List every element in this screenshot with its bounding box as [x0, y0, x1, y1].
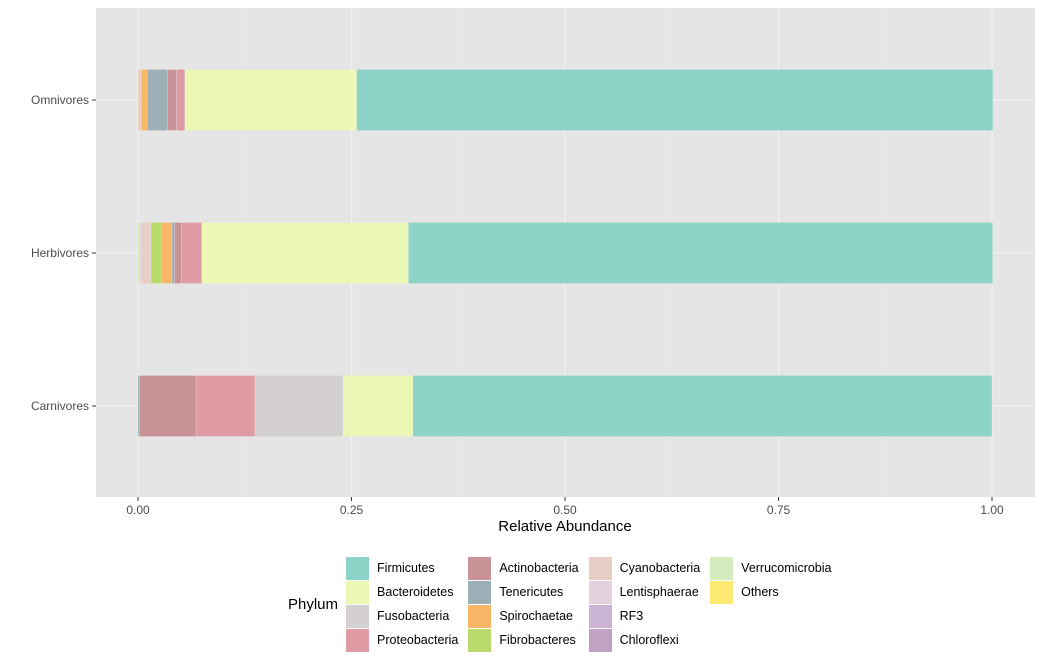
legend-item: Others [710, 580, 831, 604]
legend-item: Actinobacteria [468, 556, 579, 580]
legend-item: Fusobacteria [346, 604, 458, 628]
x-tick-label: 0.25 [340, 503, 364, 517]
legend-item: Firmicutes [346, 556, 458, 580]
bar-segment-bacteroidetes-carnivores [342, 375, 414, 437]
legend-label: Fibrobacteres [499, 633, 576, 647]
legend-swatch [588, 604, 612, 628]
legend-swatch [346, 604, 370, 628]
bar-segment-tenericutes-herbivores [171, 222, 175, 284]
legend-label: Lentisphaerae [619, 585, 699, 599]
bar-segment-firmicutes-carnivores [412, 375, 993, 437]
bar-segment-actinobacteria-omnivores [167, 69, 177, 131]
legend-label: Firmicutes [377, 561, 435, 575]
bar-segment-fusobacteria-carnivores [254, 375, 344, 437]
legend-swatch [588, 580, 612, 604]
x-axis-label: Relative Abundance [498, 518, 631, 535]
stacked-bar-chart: 0.00 0.25 0.50 0.75 1.00 Carnivores Herbivores… [31, 8, 1035, 535]
legend-swatch [468, 604, 492, 628]
legend-label: Fusobacteria [377, 609, 450, 623]
legend-swatch [710, 580, 734, 604]
bar-segment-lentisphaerae-herbivores [139, 222, 143, 284]
legend-item: Chloroflexi [588, 628, 701, 652]
legend-label: Actinobacteria [499, 561, 579, 575]
legend: Phylum Firmicutes Bacteroidetes Fusobacter… [288, 556, 832, 652]
legend-title: Phylum [288, 595, 339, 613]
legend-swatch [588, 628, 612, 652]
legend-label: Tenericutes [499, 585, 564, 599]
x-tick-label: 0.00 [126, 503, 150, 517]
legend-label: Bacteroidetes [377, 585, 454, 599]
legend-item: RF3 [588, 604, 701, 628]
y-tick-label: Herbivores [31, 246, 89, 260]
legend-swatch [346, 556, 370, 580]
bar-segment-tenericutes-carnivores [137, 375, 140, 437]
y-tick-label: Omnivores [31, 93, 89, 107]
legend-label: Verrucomicrobia [741, 561, 832, 575]
legend-swatch [468, 556, 492, 580]
bar-segment-spirochaetae-herbivores [161, 222, 173, 284]
legend-swatch [468, 580, 492, 604]
legend-item: Bacteroidetes [346, 580, 458, 604]
legend-swatch [468, 628, 492, 652]
legend-swatch [346, 580, 370, 604]
legend-item: Cyanobacteria [588, 556, 701, 580]
bar-segment-cyanobacteria-herbivores [141, 222, 152, 284]
bar-segment-fibrobacteres-herbivores [150, 222, 162, 284]
legend-label: Cyanobacteria [619, 561, 701, 575]
bar-segment-actinobacteria-carnivores [139, 375, 197, 437]
legend-label: Spirochaetae [499, 609, 574, 623]
x-tick-label: 1.00 [980, 503, 1004, 517]
legend-item: Verrucomicrobia [710, 556, 832, 580]
legend-label: Others [741, 585, 779, 599]
bar-segment-firmicutes-omnivores [356, 69, 994, 131]
legend-item: Fibrobacteres [468, 628, 578, 652]
legend-item: Proteobacteria [346, 628, 458, 652]
legend-item: Lentisphaerae [588, 580, 701, 604]
legend-swatch [588, 556, 612, 580]
x-tick-label: 0.75 [767, 503, 791, 517]
legend-swatch [346, 628, 370, 652]
legend-swatch [710, 556, 734, 580]
x-tick-label: 0.50 [553, 503, 577, 517]
bar-segment-actinobacteria-herbivores [174, 222, 182, 284]
legend-label: Proteobacteria [377, 633, 459, 647]
legend-label: RF3 [619, 609, 644, 623]
bar-segment-firmicutes-herbivores [408, 222, 993, 284]
bar-segment-verrucomicrobia-herbivores [137, 222, 140, 284]
bar-segment-proteobacteria-omnivores [176, 69, 186, 131]
legend-label: Chloroflexi [619, 633, 679, 647]
bar-segment-bacteroidetes-herbivores [201, 222, 409, 284]
bar-segment-spirochaetae-omnivores [141, 69, 148, 131]
bar-segment-cyanobacteria-omnivores [137, 69, 142, 131]
bar-segment-proteobacteria-carnivores [195, 375, 256, 437]
bar-segment-bacteroidetes-omnivores [184, 69, 357, 131]
bar-segment-tenericutes-omnivores [147, 69, 169, 131]
legend-item: Spirochaetae [468, 604, 578, 628]
bar-segment-proteobacteria-herbivores [181, 222, 202, 284]
y-tick-label: Carnivores [31, 399, 89, 413]
legend-item: Tenericutes [468, 580, 578, 604]
